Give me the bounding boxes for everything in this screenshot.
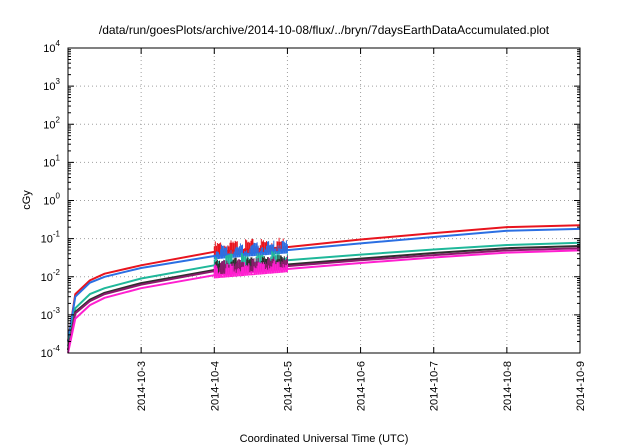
x-tick-label: 2014-10-3: [136, 361, 148, 411]
series-line-3: [67, 241, 581, 347]
y-tick-label: 102: [43, 115, 60, 131]
x-axis-label: Coordinated Universal Time (UTC): [240, 433, 409, 445]
y-tick-label: 101: [43, 153, 60, 169]
y-axis-label: cGy: [21, 190, 33, 210]
y-tick-labels: 10-4 10-3 10-2 10-1 100 101 102 103 104: [41, 39, 61, 360]
series-line-4: [67, 245, 581, 351]
y-tick-label: 10-3: [41, 306, 61, 322]
x-tick-label: 2014-10-7: [429, 361, 441, 411]
x-tick-label: 2014-10-4: [209, 361, 221, 411]
y-tick-label: 103: [43, 77, 60, 93]
series-line-5: [67, 247, 581, 351]
y-tick-label: 104: [43, 39, 60, 55]
grid: [68, 48, 580, 353]
x-tick-label: 2014-10-6: [356, 361, 368, 411]
y-tick-label: 10-2: [41, 268, 61, 284]
series-layer: [67, 224, 581, 354]
y-tick-label: 100: [43, 192, 60, 208]
series-spikes-6: [213, 259, 288, 279]
x-tick-label: 2014-10-5: [282, 361, 294, 411]
y-tick-label: 10-4: [41, 344, 61, 360]
axis-ticks: [68, 47, 581, 354]
chart-title: /data/run/goesPlots/archive/2014-10-08/f…: [99, 23, 550, 37]
x-tick-label: 2014-10-9: [575, 361, 587, 411]
series-line-6: [67, 249, 581, 354]
data-spikes: [213, 237, 288, 279]
x-tick-labels: 2014-10-3 2014-10-4 2014-10-5 2014-10-6 2014…: [136, 361, 587, 411]
y-tick-label: 10-1: [41, 230, 61, 246]
x-tick-label: 2014-10-8: [502, 361, 514, 411]
